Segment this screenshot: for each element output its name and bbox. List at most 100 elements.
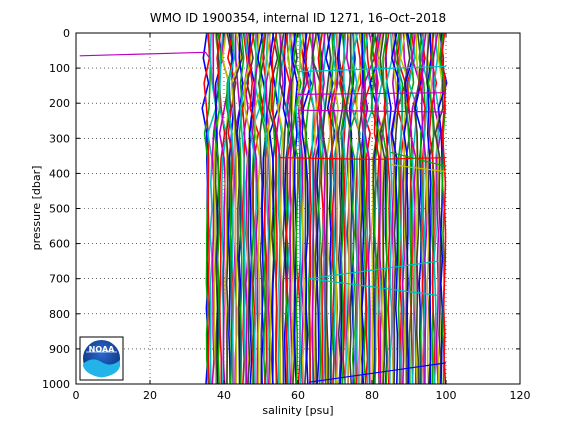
- profile-line: [427, 33, 435, 384]
- profile-line: [408, 33, 419, 384]
- profile-line: [239, 33, 249, 384]
- profile-line: [433, 33, 440, 384]
- profile-line: [329, 33, 335, 384]
- profile-line: [249, 33, 261, 384]
- profile-line: [351, 33, 361, 384]
- y-tick-label: 300: [49, 132, 70, 145]
- profile-line: [440, 33, 447, 384]
- y-tick-label: 800: [49, 308, 70, 321]
- profile-line: [398, 33, 404, 384]
- profile-line: [329, 33, 337, 384]
- y-tick-label: 100: [49, 62, 70, 75]
- profile-line: [403, 33, 411, 384]
- profile-line: [214, 33, 224, 384]
- profile-line: [406, 33, 416, 384]
- profile-line: [286, 33, 299, 384]
- profile-line: [321, 33, 332, 384]
- profile-line: [263, 33, 270, 384]
- profile-line: [382, 33, 389, 384]
- y-tick-label: 200: [49, 97, 70, 110]
- profile-line: [361, 33, 372, 384]
- profile-line: [270, 33, 279, 384]
- profile-line: [304, 33, 316, 384]
- noaa-logo-text: NOAA: [89, 345, 115, 354]
- profile-line: [363, 33, 376, 384]
- profile-line: [375, 33, 384, 384]
- profile-line: [265, 33, 272, 384]
- profile-line: [225, 33, 233, 384]
- profile-line: [370, 33, 380, 384]
- x-tick-label: 20: [143, 389, 157, 402]
- profile-line: [295, 33, 306, 384]
- profile-line: [385, 33, 394, 384]
- profile-line: [230, 33, 242, 384]
- profile-line: [211, 33, 218, 384]
- profile-line: [355, 33, 364, 384]
- profile-line: [362, 33, 374, 384]
- profile-line: [232, 33, 244, 384]
- profile-line: [413, 33, 422, 384]
- x-tick-label: 100: [436, 389, 457, 402]
- series-line: [279, 157, 447, 161]
- profile-line: [345, 33, 354, 384]
- profile-line: [434, 33, 445, 384]
- profile-line: [420, 33, 428, 384]
- series-line: [309, 260, 439, 280]
- y-tick-label: 900: [49, 343, 70, 356]
- profile-line: [203, 33, 211, 384]
- x-tick-label: 0: [73, 389, 80, 402]
- profile-line: [272, 33, 280, 384]
- profile-line: [297, 33, 307, 384]
- x-axis-label: salinity [psu]: [262, 404, 333, 417]
- series-line: [79, 51, 210, 58]
- y-tick-label: 0: [63, 27, 70, 40]
- y-tick-label: 400: [49, 167, 70, 180]
- y-tick-label: 1000: [42, 378, 70, 391]
- profile-line: [300, 33, 308, 384]
- profile-line: [342, 33, 349, 384]
- profile-line: [428, 33, 438, 384]
- profile-line: [206, 33, 217, 384]
- ticks: 0 20 40 60 80 100 120 0 100 200 300 400 500 600 700 800…: [42, 27, 531, 402]
- series-line: [297, 92, 447, 95]
- profile-line: [396, 33, 407, 384]
- series-line: [390, 164, 447, 173]
- profile-line: [348, 33, 358, 384]
- y-tick-label: 500: [49, 203, 70, 216]
- profile-line: [251, 33, 260, 384]
- profile-line: [227, 33, 236, 384]
- series-line: [297, 65, 447, 73]
- profile-band: [201, 33, 448, 384]
- profile-line: [311, 33, 319, 384]
- profile-line: [426, 33, 432, 384]
- x-tick-label: 120: [510, 389, 531, 402]
- profile-line: [301, 33, 313, 384]
- x-tick-label: 40: [217, 389, 231, 402]
- chart-title: WMO ID 1900354, internal ID 1271, 16–Oct…: [150, 11, 446, 25]
- profile-line: [241, 33, 250, 384]
- profile-line: [282, 33, 291, 384]
- series-line: [309, 278, 439, 297]
- x-tick-label: 80: [365, 389, 379, 402]
- series-lines: [79, 51, 447, 383]
- profile-line: [317, 33, 325, 384]
- y-axis-label: pressure [dbar]: [30, 166, 43, 251]
- profile-line: [319, 33, 327, 384]
- profile-line: [277, 33, 285, 384]
- profile-line: [390, 33, 401, 384]
- profile-line: [333, 33, 340, 384]
- profile-line: [432, 33, 442, 384]
- y-tick-label: 700: [49, 273, 70, 286]
- x-tick-label: 60: [291, 389, 305, 402]
- noaa-logo: NOAA: [79, 336, 124, 381]
- series-line: [297, 109, 447, 113]
- profile-line: [291, 33, 299, 384]
- profile-line: [403, 33, 414, 384]
- profile-line: [203, 33, 212, 384]
- profile-line: [246, 33, 254, 384]
- series-line: [390, 151, 447, 167]
- series-line: [309, 362, 447, 383]
- profile-line: [414, 33, 426, 384]
